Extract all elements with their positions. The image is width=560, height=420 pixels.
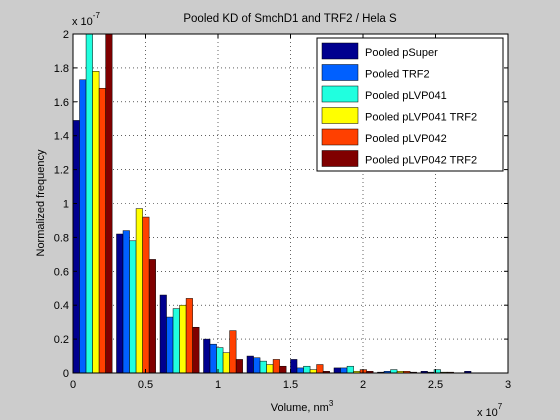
bar-pooled-plvp041 <box>129 240 137 374</box>
bar-pooled-plvp041-trf2 <box>309 369 317 374</box>
x-tick-label: 2.5 <box>428 379 443 391</box>
bar-pooled-plvp041 <box>259 360 267 374</box>
bar-pooled-plvp041 <box>172 308 180 374</box>
bar-pooled-plvp041 <box>303 365 311 374</box>
bar-pooled-plvp042 <box>229 330 237 374</box>
bar-pooled-plvp041-trf2 <box>179 304 187 374</box>
y-tick-label: 0.8 <box>54 232 69 244</box>
bar-pooled-trf2 <box>340 367 348 374</box>
bar-pooled-plvp042 <box>316 364 324 374</box>
y-tick-labels: 0 0.2 0.4 0.6 0.8 1 1.2 1.4 1.6 1.8 2 <box>54 29 69 380</box>
legend-swatch <box>321 107 359 124</box>
bar-pooled-trf2 <box>79 79 87 374</box>
x-exponent-label: x 107 <box>477 402 503 419</box>
bar-pooled-plvp042-trf2 <box>192 326 200 374</box>
bar-pooled-plvp041-trf2 <box>92 71 100 374</box>
x-axis-label: Volume, nm3 <box>271 399 334 414</box>
bar-pooled-plvp042-trf2 <box>279 365 287 374</box>
legend-swatch <box>321 42 359 60</box>
y-tick-label: 1.8 <box>54 63 69 75</box>
legend-swatch <box>321 150 359 167</box>
y-tick-label: 0.6 <box>54 266 69 278</box>
y-tick-label: 1.2 <box>54 165 69 177</box>
legend-label: Pooled pSuper <box>365 47 438 59</box>
x-tick-labels: 0 0.5 1 1.5 2 2.5 3 <box>70 379 511 391</box>
x-tick-label: 0.5 <box>138 379 153 391</box>
y-exponent-label: x 10-7 <box>72 11 100 28</box>
legend: Pooled pSuper Pooled TRF2 Pooled pLVP041 Po… <box>316 37 504 172</box>
legend-swatch <box>321 64 359 81</box>
y-exponent-base: x 10 <box>72 16 93 28</box>
bar-pooled-plvp041 <box>346 365 354 374</box>
bar-pooled-psuper <box>290 359 298 374</box>
bar-pooled-psuper <box>116 233 124 374</box>
legend-label: Pooled TRF2 <box>365 69 430 81</box>
legend-box <box>316 37 504 172</box>
bar-pooled-plvp041-trf2 <box>135 208 143 374</box>
tick-marks <box>72 33 509 374</box>
legend-label: Pooled pLVP042 TRF2 <box>365 155 477 167</box>
bar-pooled-plvp042-trf2 <box>105 33 113 374</box>
bar-pooled-plvp042 <box>98 87 106 374</box>
x-tick-label: 3 <box>505 379 511 391</box>
bar-pooled-psuper <box>159 294 167 374</box>
bar-pooled-plvp042-trf2 <box>235 359 243 374</box>
x-exponent-base: x 10 <box>477 407 498 419</box>
x-tick-label: 1 <box>215 379 221 391</box>
bar-pooled-trf2 <box>166 316 174 374</box>
y-axis-label: Normalized frequency <box>35 149 47 256</box>
bar-pooled-plvp041 <box>85 33 93 374</box>
bar-pooled-trf2 <box>296 367 304 374</box>
y-tick-label: 0.4 <box>54 300 69 312</box>
chart-title: Pooled KD of SmchD1 and TRF2 / Hela S <box>183 13 397 25</box>
bar-pooled-plvp042 <box>272 359 280 374</box>
y-tick-label: 0.2 <box>54 334 69 346</box>
y-tick-label: 1.6 <box>54 97 69 109</box>
x-exponent-power: 7 <box>498 402 503 411</box>
bar-pooled-plvp041-trf2 <box>266 364 274 374</box>
bar-pooled-psuper <box>333 367 341 374</box>
x-axis-label-superscript: 3 <box>329 399 334 408</box>
bar-pooled-plvp042-trf2 <box>148 259 156 374</box>
bar-pooled-psuper <box>246 355 254 374</box>
legend-swatch <box>321 85 359 103</box>
x-tick-label: 0 <box>70 379 76 391</box>
legend-label: Pooled pLVP042 <box>365 133 447 145</box>
y-tick-label: 0 <box>63 368 69 380</box>
bar-pooled-psuper <box>203 338 211 374</box>
x-tick-label: 2 <box>360 379 366 391</box>
y-exponent-power: -7 <box>93 11 101 20</box>
legend-label: Pooled pLVP041 <box>365 90 447 102</box>
bar-pooled-trf2 <box>253 357 261 374</box>
bar-pooled-plvp041 <box>390 369 398 374</box>
bar-pooled-plvp041-trf2 <box>222 352 230 374</box>
bar-pooled-plvp042 <box>142 216 150 374</box>
legend-label: Pooled pLVP041 TRF2 <box>365 112 477 124</box>
bar-pooled-psuper <box>72 120 80 374</box>
bar-pooled-trf2 <box>209 343 217 374</box>
legend-swatch <box>321 128 359 146</box>
x-axis-label-main: Volume, nm <box>271 402 329 414</box>
bar-pooled-trf2 <box>122 230 130 374</box>
bar-pooled-plvp042 <box>185 298 193 374</box>
y-tick-label: 2 <box>63 29 69 41</box>
y-tick-label: 1.4 <box>54 131 69 143</box>
y-tick-label: 1 <box>63 199 69 211</box>
x-tick-label: 1.5 <box>283 379 298 391</box>
